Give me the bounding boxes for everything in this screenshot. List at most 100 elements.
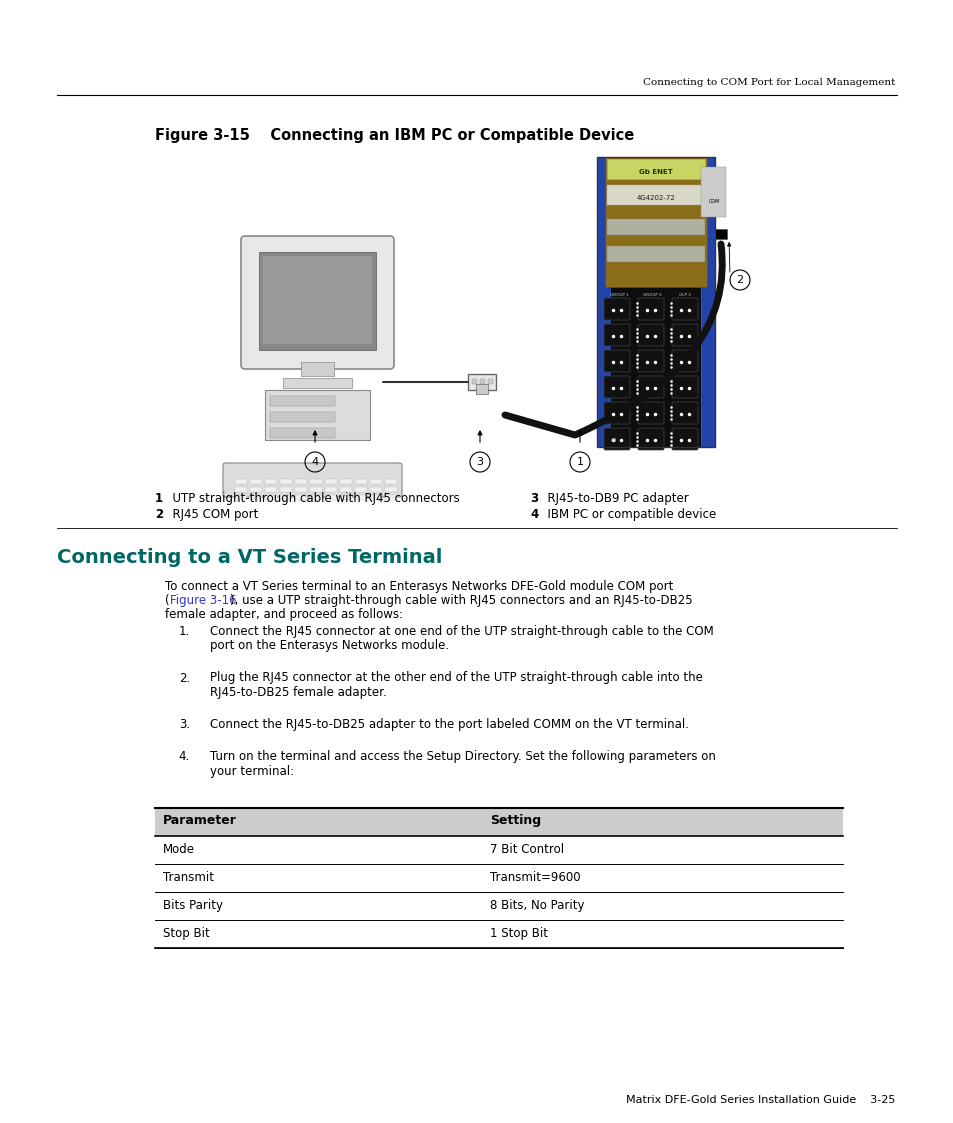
FancyBboxPatch shape: [638, 402, 663, 424]
Text: IBM PC or compatible device: IBM PC or compatible device: [539, 508, 716, 521]
Bar: [310, 495, 322, 500]
Bar: [370, 487, 381, 492]
FancyBboxPatch shape: [671, 428, 698, 450]
Bar: [250, 495, 262, 500]
Bar: [270, 412, 335, 422]
Text: 1.: 1.: [178, 626, 190, 638]
Bar: [606, 246, 704, 262]
Bar: [294, 480, 307, 484]
Bar: [250, 480, 262, 484]
Bar: [597, 157, 714, 447]
Text: 1: 1: [154, 492, 163, 505]
Bar: [370, 495, 381, 500]
Bar: [606, 159, 704, 179]
Text: 8 Bits, No Parity: 8 Bits, No Parity: [490, 900, 584, 912]
Text: Transmit: Transmit: [163, 871, 213, 884]
Text: GROUP 2: GROUP 2: [642, 293, 660, 296]
Bar: [355, 487, 367, 492]
FancyBboxPatch shape: [638, 350, 663, 372]
Text: 2: 2: [154, 508, 163, 521]
Bar: [700, 157, 714, 447]
Text: port on the Enterasys Networks module.: port on the Enterasys Networks module.: [210, 639, 449, 652]
FancyBboxPatch shape: [638, 325, 663, 346]
Bar: [154, 809, 842, 836]
Bar: [479, 378, 484, 384]
Text: RJ45-to-DB25 female adapter.: RJ45-to-DB25 female adapter.: [210, 686, 386, 699]
Bar: [294, 495, 307, 500]
Text: Stop Bit: Stop Bit: [163, 926, 210, 940]
Text: Bits Parity: Bits Parity: [163, 900, 223, 912]
Text: Mode: Mode: [163, 843, 194, 856]
Bar: [310, 480, 322, 484]
Bar: [258, 252, 375, 350]
FancyBboxPatch shape: [603, 428, 629, 450]
Text: Turn on the terminal and access the Setup Directory. Set the following parameter: Turn on the terminal and access the Setu…: [210, 750, 715, 763]
Bar: [265, 390, 370, 440]
FancyBboxPatch shape: [603, 376, 629, 398]
Text: 2.: 2.: [178, 672, 190, 685]
Text: RJ45-to-DB9 PC adapter: RJ45-to-DB9 PC adapter: [539, 492, 688, 505]
FancyBboxPatch shape: [223, 463, 401, 497]
Text: Gb ENET: Gb ENET: [639, 168, 672, 175]
Bar: [280, 495, 292, 500]
Bar: [339, 487, 352, 492]
FancyBboxPatch shape: [638, 376, 663, 398]
Text: 1: 1: [576, 457, 583, 467]
Text: UTP straight-through cable with RJ45 connectors: UTP straight-through cable with RJ45 con…: [165, 492, 459, 505]
Bar: [280, 480, 292, 484]
Bar: [301, 362, 334, 376]
Text: Connecting to a VT Series Terminal: Connecting to a VT Series Terminal: [57, 548, 442, 567]
Text: Connecting to COM Port for Local Management: Connecting to COM Port for Local Managem…: [642, 77, 894, 86]
Bar: [385, 480, 396, 484]
Text: GROUP 1: GROUP 1: [609, 293, 628, 296]
Bar: [263, 256, 372, 344]
Text: COM: COM: [707, 199, 719, 204]
Bar: [700, 167, 725, 217]
Text: 2: 2: [736, 275, 742, 285]
Bar: [339, 495, 352, 500]
FancyBboxPatch shape: [603, 298, 629, 320]
Bar: [280, 487, 292, 492]
FancyBboxPatch shape: [671, 350, 698, 372]
Bar: [604, 157, 706, 287]
Bar: [270, 428, 335, 438]
FancyBboxPatch shape: [603, 402, 629, 424]
Text: 1 Stop Bit: 1 Stop Bit: [490, 926, 547, 940]
Bar: [606, 185, 704, 206]
Text: 4.: 4.: [178, 750, 190, 763]
Text: Connect the RJ45-to-DB25 adapter to the port labeled COMM on the VT terminal.: Connect the RJ45-to-DB25 adapter to the …: [210, 718, 688, 731]
Bar: [265, 487, 276, 492]
Bar: [355, 495, 367, 500]
Text: 4: 4: [311, 457, 318, 467]
Text: Matrix DFE-Gold Series Installation Guide    3-25: Matrix DFE-Gold Series Installation Guid…: [625, 1095, 894, 1105]
Bar: [370, 480, 381, 484]
Bar: [234, 495, 247, 500]
Text: Figure 3-16: Figure 3-16: [170, 594, 236, 608]
Bar: [355, 480, 367, 484]
Text: RJ45 COM port: RJ45 COM port: [165, 508, 258, 521]
Bar: [339, 480, 352, 484]
Bar: [283, 378, 352, 389]
FancyBboxPatch shape: [638, 428, 663, 450]
Bar: [385, 495, 396, 500]
Text: Parameter: Parameter: [163, 814, 236, 827]
FancyBboxPatch shape: [241, 236, 394, 369]
Bar: [488, 378, 493, 384]
Bar: [325, 480, 336, 484]
Text: GLP 3: GLP 3: [679, 293, 690, 296]
Text: 3: 3: [476, 457, 483, 467]
Text: Connect the RJ45 connector at one end of the UTP straight-through cable to the C: Connect the RJ45 connector at one end of…: [210, 626, 713, 638]
FancyBboxPatch shape: [603, 325, 629, 346]
Text: To connect a VT Series terminal to an Enterasys Networks DFE-Gold module COM por: To connect a VT Series terminal to an En…: [165, 579, 673, 593]
Bar: [468, 374, 496, 390]
Bar: [472, 378, 476, 384]
Text: Plug the RJ45 connector at the other end of the UTP straight-through cable into : Plug the RJ45 connector at the other end…: [210, 672, 702, 685]
Bar: [325, 487, 336, 492]
Text: female adapter, and proceed as follows:: female adapter, and proceed as follows:: [165, 608, 402, 621]
Text: 48: 48: [610, 438, 617, 442]
Text: your terminal:: your terminal:: [210, 765, 294, 777]
FancyBboxPatch shape: [638, 298, 663, 320]
Bar: [234, 480, 247, 484]
Text: OFFLINE/
RESET: OFFLINE/ RESET: [718, 225, 736, 234]
FancyBboxPatch shape: [671, 298, 698, 320]
